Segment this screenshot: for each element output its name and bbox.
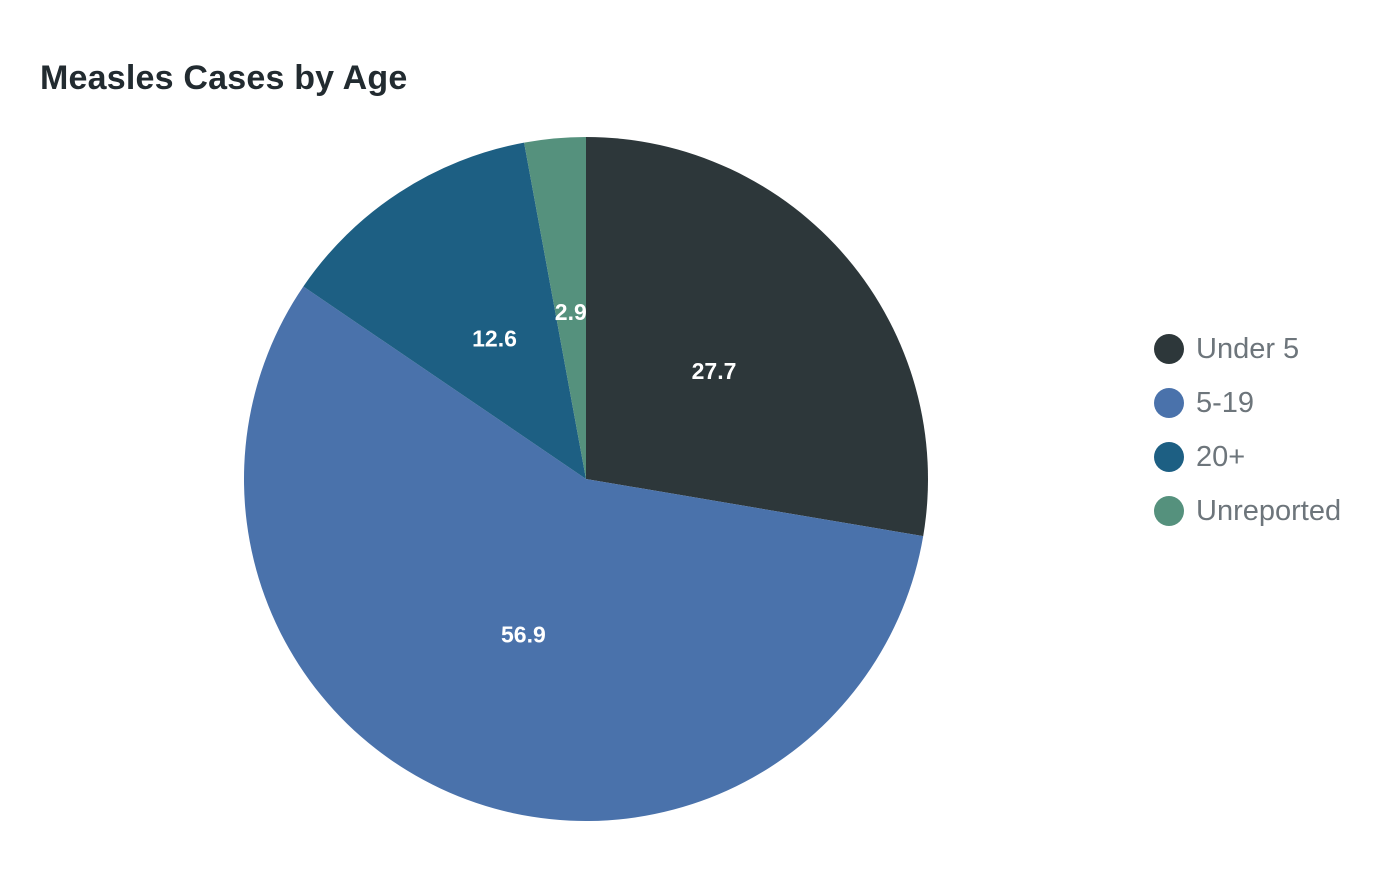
legend-swatch-icon (1154, 388, 1184, 418)
slice-value-label: 27.7 (692, 358, 737, 384)
slice-value-label: 56.9 (501, 621, 546, 647)
legend-item-under-5[interactable]: Under 5 (1154, 334, 1341, 364)
legend-item-label: Unreported (1196, 494, 1342, 527)
legend-item-label: 20+ (1196, 440, 1246, 473)
legend-item-label: Under 5 (1196, 332, 1300, 365)
chart-title: Measles Cases by Age (40, 59, 408, 97)
pie-slice-5-19[interactable] (243, 286, 924, 822)
legend-swatch-icon (1154, 334, 1184, 364)
legend: Under 5 5-19 20+ Unreported (1154, 334, 1341, 526)
legend-item-5-19[interactable]: 5-19 (1154, 388, 1341, 418)
slice-value-label: 2.9 (555, 299, 587, 325)
pie-slice-under-5[interactable] (586, 137, 928, 537)
pie-slice-20-plus[interactable] (303, 142, 586, 479)
pie-slice-unreported[interactable] (524, 137, 586, 479)
slice-value-label: 12.6 (472, 326, 517, 352)
legend-item-20-plus[interactable]: 20+ (1154, 442, 1341, 472)
legend-swatch-icon (1154, 496, 1184, 526)
legend-item-unreported[interactable]: Unreported (1154, 496, 1341, 526)
legend-item-label: 5-19 (1196, 386, 1255, 419)
legend-swatch-icon (1154, 442, 1184, 472)
